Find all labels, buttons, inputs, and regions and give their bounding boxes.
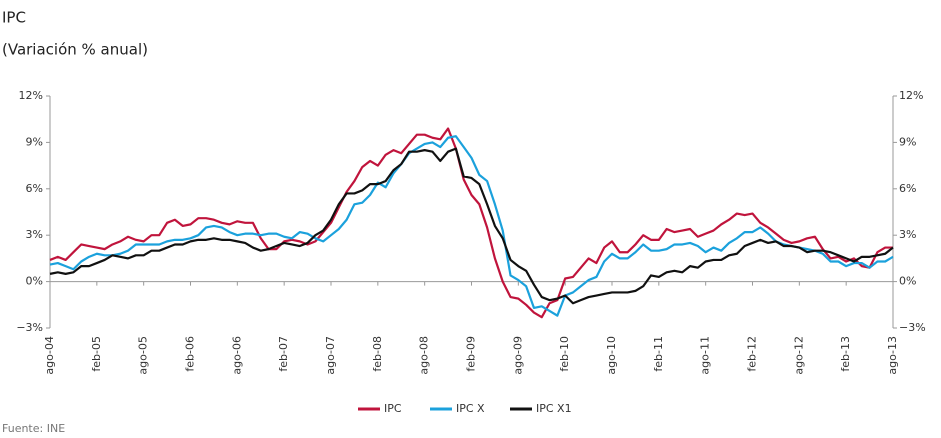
chart-title: IPC	[2, 9, 26, 27]
series-line	[49, 147, 894, 305]
x-tick-label: feb-13	[839, 336, 852, 372]
y2-tick-label: 3%	[899, 228, 916, 241]
x-tick-label: ago-11	[699, 336, 712, 375]
x-tick-label: ago-12	[792, 336, 805, 375]
y2-tick-label: −3%	[899, 321, 926, 334]
x-tick-label: feb-09	[465, 336, 478, 372]
y-tick-label: 6%	[26, 182, 43, 195]
y2-tick-label: 6%	[899, 182, 916, 195]
y-tick-label: 12%	[19, 89, 43, 102]
y-tick-label: 3%	[26, 228, 43, 241]
x-tick-label: feb-11	[652, 336, 665, 372]
x-tick-label: feb-08	[371, 336, 384, 372]
x-tick-label: ago-13	[886, 336, 899, 375]
y-tick-label: 9%	[26, 135, 43, 148]
x-tick-label: feb-10	[558, 336, 571, 372]
legend-label: IPC X1	[536, 402, 572, 415]
legend-label: IPC	[384, 402, 402, 415]
x-tick-label: feb-07	[277, 336, 290, 372]
x-tick-label: ago-04	[43, 336, 56, 375]
x-tick-label: ago-09	[511, 336, 524, 375]
series-line	[49, 127, 893, 319]
x-tick-label: feb-05	[90, 336, 103, 372]
source: Fuente: INE	[2, 422, 65, 435]
x-tick-label: feb-12	[746, 336, 759, 372]
x-tick-label: ago-10	[605, 336, 618, 375]
y-tick-label: 0%	[26, 275, 43, 288]
legend-label: IPC X	[456, 402, 485, 415]
x-tick-label: feb-06	[184, 336, 197, 372]
x-tick-label: ago-06	[230, 336, 243, 375]
y2-tick-label: 12%	[899, 89, 923, 102]
y2-tick-label: 0%	[899, 275, 916, 288]
x-tick-label: ago-08	[418, 336, 431, 375]
chart-subtitle: (Variación % anual)	[2, 41, 148, 59]
series-line	[49, 135, 894, 317]
y2-tick-label: 9%	[899, 135, 916, 148]
y-tick-label: −3%	[16, 321, 43, 334]
x-tick-label: ago-05	[137, 336, 150, 375]
x-tick-label: ago-07	[324, 336, 337, 375]
